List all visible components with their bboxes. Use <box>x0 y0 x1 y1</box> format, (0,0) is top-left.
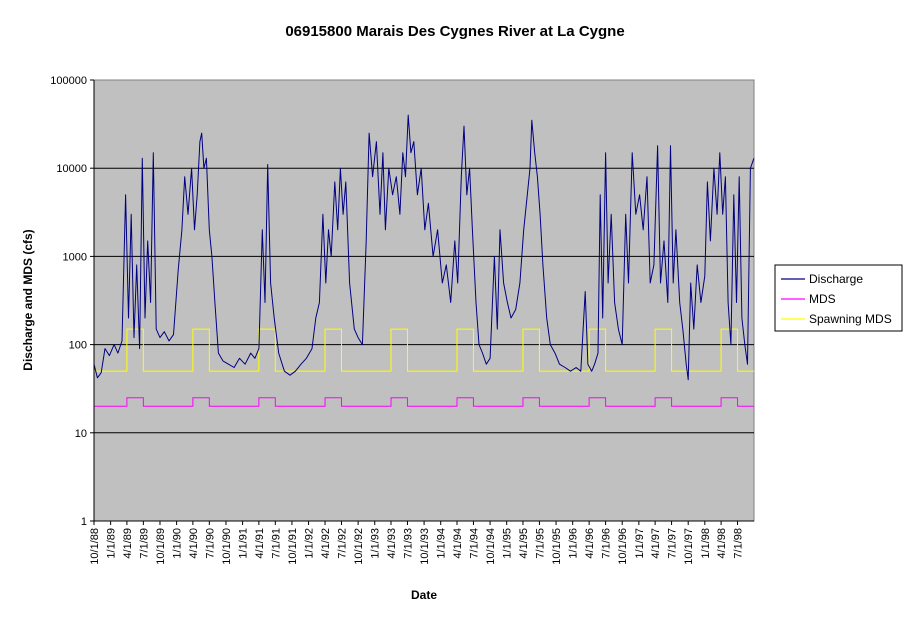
x-tick-label: 4/1/98 <box>716 528 728 559</box>
y-tick-label: 100000 <box>50 75 87 87</box>
series-mds-line <box>94 397 754 407</box>
x-tick-label: 4/1/93 <box>386 528 398 559</box>
x-tick-label: 7/1/90 <box>204 528 216 559</box>
x-tick-label: 10/1/90 <box>221 528 233 565</box>
x-tick-label: 7/1/92 <box>336 528 348 559</box>
y-tick-label: 100 <box>69 340 87 352</box>
legend: Discharge MDS Spawning MDS <box>774 264 903 332</box>
x-tick-label: 7/1/91 <box>270 528 282 559</box>
legend-label-discharge: Discharge <box>809 272 863 286</box>
x-tick-label: 1/1/91 <box>238 528 250 559</box>
legend-box <box>774 264 903 332</box>
x-tick-label: 4/1/91 <box>254 528 266 559</box>
x-tick-label: 1/1/92 <box>304 528 316 559</box>
x-tick-label: 1/1/97 <box>634 528 646 559</box>
x-tick-label: 7/1/96 <box>601 528 613 559</box>
legend-label-spawning-mds: Spawning MDS <box>809 312 892 326</box>
x-tick-label: 4/1/90 <box>188 528 200 559</box>
x-tick-label: 4/1/96 <box>584 528 596 559</box>
x-tick-label: 4/1/97 <box>650 528 662 559</box>
x-tick-label: 7/1/89 <box>138 528 150 559</box>
x-axis-title: Date <box>411 588 437 602</box>
y-tick-label: 10 <box>75 428 87 440</box>
x-tick-label: 7/1/93 <box>402 528 414 559</box>
x-tick-label: 10/1/94 <box>485 528 497 565</box>
chart-title: 06915800 Marais Des Cygnes River at La C… <box>285 23 624 40</box>
x-tick-label: 1/1/93 <box>370 528 382 559</box>
x-axis-tick-labels: 10/1/88 1/1/89 4/1/89 7/1/89 10/1/89 1/1/90 4/… <box>89 528 745 565</box>
gridlines <box>90 79 754 525</box>
y-tick-label: 10000 <box>56 163 87 175</box>
x-tick-label: 4/1/95 <box>518 528 530 559</box>
x-tick-label: 10/1/92 <box>353 528 365 565</box>
x-tick-label: 1/1/95 <box>502 528 514 559</box>
y-tick-label: 1 <box>81 516 87 528</box>
plot-area <box>93 79 755 522</box>
x-tick-label: 1/1/96 <box>568 528 580 559</box>
y-axis-title: Discharge and MDS (cfs) <box>21 229 35 370</box>
x-tick-label: 10/1/91 <box>287 528 299 565</box>
series-discharge-line <box>93 114 755 381</box>
x-tick-label: 10/1/97 <box>683 528 695 565</box>
series-spawning-mds-line <box>94 328 754 372</box>
x-tick-label: 1/1/98 <box>700 528 712 559</box>
series-lines <box>93 114 755 407</box>
x-tick-label: 1/1/89 <box>106 528 118 559</box>
x-tick-label: 10/1/96 <box>617 528 629 565</box>
x-tick-label: 10/1/93 <box>419 528 431 565</box>
x-tick-label: 1/1/90 <box>172 528 184 559</box>
x-tick-label: 7/1/98 <box>733 528 745 559</box>
x-tick-label: 7/1/95 <box>534 528 546 559</box>
x-tick-label: 7/1/97 <box>667 528 679 559</box>
x-tick-label: 7/1/94 <box>468 528 480 559</box>
y-tick-label: 1000 <box>63 251 87 263</box>
x-tick-label: 1/1/94 <box>436 528 448 559</box>
x-tick-label: 4/1/94 <box>452 528 464 559</box>
x-tick-label: 10/1/89 <box>155 528 167 565</box>
y-axis-tick-labels: 1 10 100 1000 10000 100000 <box>50 75 87 528</box>
x-tick-label: 10/1/88 <box>89 528 101 565</box>
x-tick-label: 4/1/92 <box>320 528 332 559</box>
legend-label-mds: MDS <box>809 292 836 306</box>
x-tick-label: 10/1/95 <box>551 528 563 565</box>
x-tick-label: 4/1/89 <box>122 528 134 559</box>
